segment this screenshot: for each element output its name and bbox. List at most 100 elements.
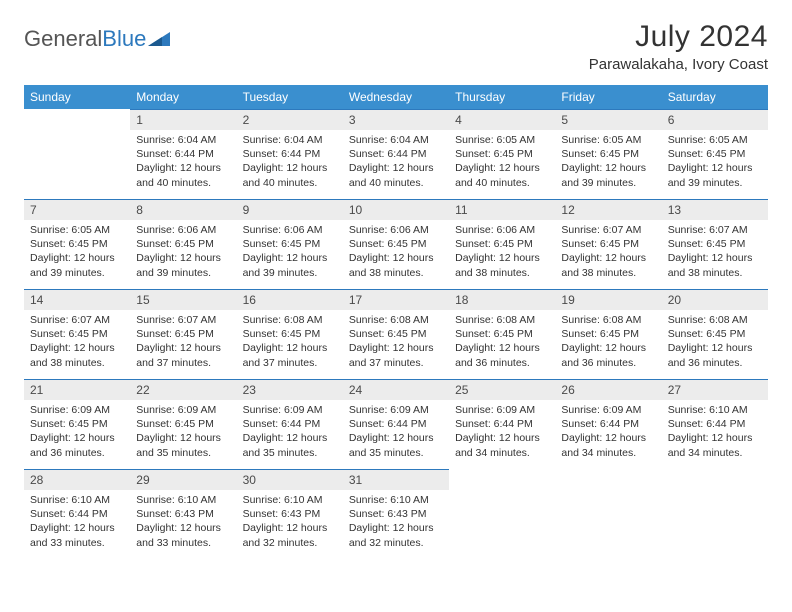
sunrise-text: Sunrise: 6:10 AM bbox=[30, 493, 124, 507]
sunrise-text: Sunrise: 6:05 AM bbox=[561, 133, 655, 147]
daylight-text: Daylight: 12 hours and 38 minutes. bbox=[349, 251, 443, 279]
calendar-cell: 29Sunrise: 6:10 AMSunset: 6:43 PMDayligh… bbox=[130, 469, 236, 554]
brand-part2: Blue bbox=[102, 26, 146, 51]
day-body: Sunrise: 6:09 AMSunset: 6:44 PMDaylight:… bbox=[343, 400, 449, 464]
day-body: Sunrise: 6:05 AMSunset: 6:45 PMDaylight:… bbox=[24, 220, 130, 284]
location-label: Parawalakaha, Ivory Coast bbox=[589, 56, 768, 73]
day-number: 4 bbox=[449, 109, 555, 130]
day-body: Sunrise: 6:09 AMSunset: 6:45 PMDaylight:… bbox=[130, 400, 236, 464]
daylight-text: Daylight: 12 hours and 36 minutes. bbox=[668, 341, 762, 369]
logo-triangle-icon bbox=[148, 30, 170, 48]
weekday-header: Friday bbox=[555, 85, 661, 109]
day-body: Sunrise: 6:05 AMSunset: 6:45 PMDaylight:… bbox=[662, 130, 768, 194]
day-number: 22 bbox=[130, 379, 236, 400]
sunrise-text: Sunrise: 6:07 AM bbox=[668, 223, 762, 237]
daylight-text: Daylight: 12 hours and 32 minutes. bbox=[349, 521, 443, 549]
daylight-text: Daylight: 12 hours and 38 minutes. bbox=[668, 251, 762, 279]
sunset-text: Sunset: 6:45 PM bbox=[349, 237, 443, 251]
month-title: July 2024 bbox=[589, 20, 768, 54]
sunset-text: Sunset: 6:44 PM bbox=[30, 507, 124, 521]
day-body: Sunrise: 6:08 AMSunset: 6:45 PMDaylight:… bbox=[449, 310, 555, 374]
sunrise-text: Sunrise: 6:06 AM bbox=[349, 223, 443, 237]
daylight-text: Daylight: 12 hours and 36 minutes. bbox=[30, 431, 124, 459]
sunset-text: Sunset: 6:43 PM bbox=[136, 507, 230, 521]
sunset-text: Sunset: 6:45 PM bbox=[455, 237, 549, 251]
day-body: Sunrise: 6:07 AMSunset: 6:45 PMDaylight:… bbox=[662, 220, 768, 284]
calendar-cell: 15Sunrise: 6:07 AMSunset: 6:45 PMDayligh… bbox=[130, 289, 236, 379]
day-body: Sunrise: 6:10 AMSunset: 6:44 PMDaylight:… bbox=[24, 490, 130, 554]
sunset-text: Sunset: 6:44 PM bbox=[668, 417, 762, 431]
sunset-text: Sunset: 6:45 PM bbox=[561, 237, 655, 251]
day-body: Sunrise: 6:07 AMSunset: 6:45 PMDaylight:… bbox=[24, 310, 130, 374]
calendar-cell: 9Sunrise: 6:06 AMSunset: 6:45 PMDaylight… bbox=[237, 199, 343, 289]
day-number: 2 bbox=[237, 109, 343, 130]
day-body: Sunrise: 6:06 AMSunset: 6:45 PMDaylight:… bbox=[130, 220, 236, 284]
day-number: 13 bbox=[662, 199, 768, 220]
day-number: 26 bbox=[555, 379, 661, 400]
daylight-text: Daylight: 12 hours and 40 minutes. bbox=[455, 161, 549, 189]
calendar-week-row: 21Sunrise: 6:09 AMSunset: 6:45 PMDayligh… bbox=[24, 379, 768, 469]
calendar-cell: 10Sunrise: 6:06 AMSunset: 6:45 PMDayligh… bbox=[343, 199, 449, 289]
sunrise-text: Sunrise: 6:09 AM bbox=[455, 403, 549, 417]
sunrise-text: Sunrise: 6:04 AM bbox=[136, 133, 230, 147]
calendar-cell: 14Sunrise: 6:07 AMSunset: 6:45 PMDayligh… bbox=[24, 289, 130, 379]
day-body: Sunrise: 6:07 AMSunset: 6:45 PMDaylight:… bbox=[555, 220, 661, 284]
day-number: 19 bbox=[555, 289, 661, 310]
day-number: 5 bbox=[555, 109, 661, 130]
calendar-cell: 21Sunrise: 6:09 AMSunset: 6:45 PMDayligh… bbox=[24, 379, 130, 469]
sunset-text: Sunset: 6:44 PM bbox=[561, 417, 655, 431]
calendar-cell: 20Sunrise: 6:08 AMSunset: 6:45 PMDayligh… bbox=[662, 289, 768, 379]
calendar-week-row: 14Sunrise: 6:07 AMSunset: 6:45 PMDayligh… bbox=[24, 289, 768, 379]
sunrise-text: Sunrise: 6:08 AM bbox=[455, 313, 549, 327]
day-number: 14 bbox=[24, 289, 130, 310]
day-number: 3 bbox=[343, 109, 449, 130]
sunrise-text: Sunrise: 6:04 AM bbox=[243, 133, 337, 147]
day-body: Sunrise: 6:10 AMSunset: 6:43 PMDaylight:… bbox=[130, 490, 236, 554]
daylight-text: Daylight: 12 hours and 38 minutes. bbox=[561, 251, 655, 279]
day-number: 8 bbox=[130, 199, 236, 220]
day-number: 23 bbox=[237, 379, 343, 400]
weekday-header: Saturday bbox=[662, 85, 768, 109]
day-body: Sunrise: 6:10 AMSunset: 6:43 PMDaylight:… bbox=[343, 490, 449, 554]
sunrise-text: Sunrise: 6:10 AM bbox=[668, 403, 762, 417]
sunrise-text: Sunrise: 6:09 AM bbox=[30, 403, 124, 417]
sunrise-text: Sunrise: 6:10 AM bbox=[136, 493, 230, 507]
sunrise-text: Sunrise: 6:08 AM bbox=[349, 313, 443, 327]
daylight-text: Daylight: 12 hours and 39 minutes. bbox=[30, 251, 124, 279]
sunrise-text: Sunrise: 6:07 AM bbox=[561, 223, 655, 237]
daylight-text: Daylight: 12 hours and 35 minutes. bbox=[349, 431, 443, 459]
sunset-text: Sunset: 6:44 PM bbox=[349, 417, 443, 431]
brand-logo: GeneralBlue bbox=[24, 26, 170, 52]
sunset-text: Sunset: 6:44 PM bbox=[349, 147, 443, 161]
title-block: July 2024 Parawalakaha, Ivory Coast bbox=[589, 20, 768, 73]
sunset-text: Sunset: 6:45 PM bbox=[136, 417, 230, 431]
calendar-body: 1Sunrise: 6:04 AMSunset: 6:44 PMDaylight… bbox=[24, 109, 768, 554]
sunset-text: Sunset: 6:45 PM bbox=[455, 147, 549, 161]
day-body: Sunrise: 6:09 AMSunset: 6:44 PMDaylight:… bbox=[449, 400, 555, 464]
calendar-cell: 25Sunrise: 6:09 AMSunset: 6:44 PMDayligh… bbox=[449, 379, 555, 469]
brand-part1: General bbox=[24, 26, 102, 51]
weekday-header: Tuesday bbox=[237, 85, 343, 109]
day-body: Sunrise: 6:06 AMSunset: 6:45 PMDaylight:… bbox=[449, 220, 555, 284]
daylight-text: Daylight: 12 hours and 35 minutes. bbox=[136, 431, 230, 459]
daylight-text: Daylight: 12 hours and 40 minutes. bbox=[136, 161, 230, 189]
calendar-cell: 22Sunrise: 6:09 AMSunset: 6:45 PMDayligh… bbox=[130, 379, 236, 469]
calendar-cell: 8Sunrise: 6:06 AMSunset: 6:45 PMDaylight… bbox=[130, 199, 236, 289]
day-number: 24 bbox=[343, 379, 449, 400]
day-body: Sunrise: 6:04 AMSunset: 6:44 PMDaylight:… bbox=[343, 130, 449, 194]
page-header: GeneralBlue July 2024 Parawalakaha, Ivor… bbox=[24, 20, 768, 73]
calendar-cell: 19Sunrise: 6:08 AMSunset: 6:45 PMDayligh… bbox=[555, 289, 661, 379]
daylight-text: Daylight: 12 hours and 39 minutes. bbox=[561, 161, 655, 189]
day-body: Sunrise: 6:09 AMSunset: 6:45 PMDaylight:… bbox=[24, 400, 130, 464]
sunrise-text: Sunrise: 6:06 AM bbox=[243, 223, 337, 237]
calendar-cell: 5Sunrise: 6:05 AMSunset: 6:45 PMDaylight… bbox=[555, 109, 661, 199]
sunset-text: Sunset: 6:45 PM bbox=[243, 237, 337, 251]
calendar-cell: 3Sunrise: 6:04 AMSunset: 6:44 PMDaylight… bbox=[343, 109, 449, 199]
daylight-text: Daylight: 12 hours and 40 minutes. bbox=[243, 161, 337, 189]
calendar-table: Sunday Monday Tuesday Wednesday Thursday… bbox=[24, 85, 768, 554]
day-body: Sunrise: 6:06 AMSunset: 6:45 PMDaylight:… bbox=[343, 220, 449, 284]
daylight-text: Daylight: 12 hours and 39 minutes. bbox=[243, 251, 337, 279]
sunset-text: Sunset: 6:45 PM bbox=[30, 237, 124, 251]
day-number: 30 bbox=[237, 469, 343, 490]
day-body: Sunrise: 6:09 AMSunset: 6:44 PMDaylight:… bbox=[237, 400, 343, 464]
